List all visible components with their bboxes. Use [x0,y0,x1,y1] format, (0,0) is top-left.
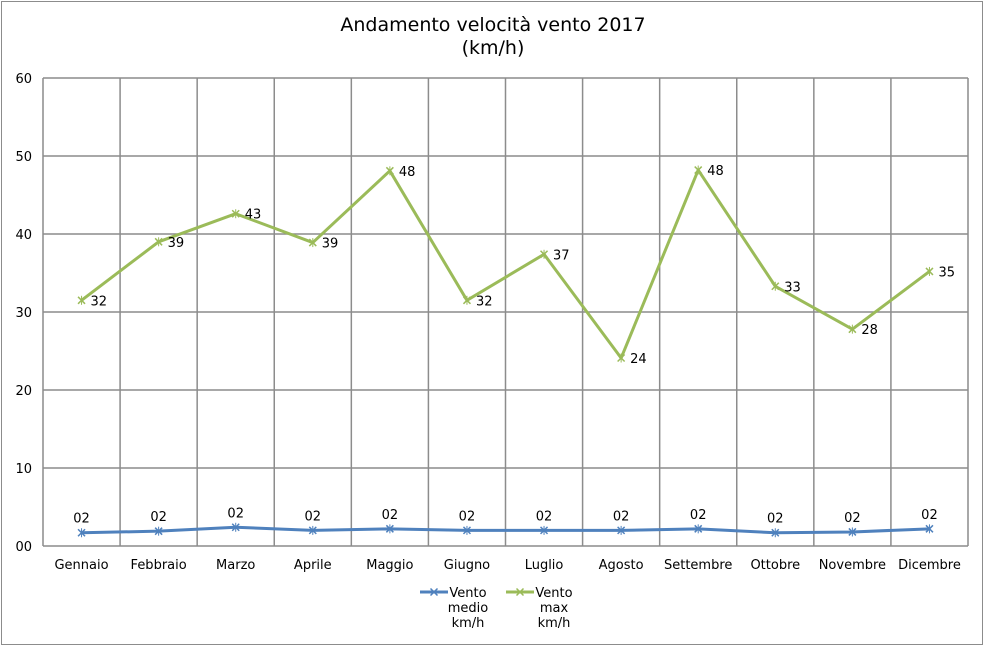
y-axis-ticks: 00 10 20 30 40 50 60 [15,72,32,555]
data-point [694,165,703,175]
data-point [77,528,86,538]
data-point [925,266,934,276]
legend-label: Vento max km/h [535,586,572,631]
data-label: 35 [938,265,955,280]
y-tick-label: 60 [15,72,32,87]
legend-label: Vento medio km/h [448,586,489,631]
data-point [771,528,780,538]
data-label: 24 [630,352,647,367]
data-point [154,526,163,536]
x-tick-label: Luglio [525,558,564,573]
data-point [308,238,317,248]
data-label: 32 [476,294,493,309]
data-label: 48 [399,165,416,180]
data-point [540,525,549,535]
data-label: 37 [553,248,570,263]
chart-subtitle: (km/h) [461,37,525,59]
x-tick-label: Dicembre [898,558,961,573]
legend-item: Vento max km/h [506,586,573,631]
x-tick-label: Ottobre [750,558,800,573]
data-point [694,524,703,534]
data-label: 39 [322,237,339,252]
x-tick-label: Giugno [444,558,490,573]
legend-label-line: max [540,601,569,616]
x-tick-label: Maggio [366,558,413,573]
data-label: 02 [382,508,399,523]
x-tick-label: Gennaio [54,558,108,573]
data-point [308,525,317,535]
data-point [617,525,626,535]
y-tick-label: 50 [15,150,32,165]
legend-label-line: km/h [452,616,485,631]
series-line [80,168,931,360]
chart-title-block: Andamento velocità vento 2017 (km/h) [0,14,986,60]
data-point [540,249,549,259]
data-label: 48 [707,164,724,179]
data-point [231,209,240,219]
data-label: 33 [784,280,801,295]
data-label: 02 [921,508,938,523]
data-point [462,525,471,535]
data-label: 02 [767,512,784,527]
data-point [925,524,934,534]
data-label: 02 [844,511,861,526]
legend-label-line: Vento [449,586,486,601]
x-tick-label: Aprile [294,558,332,573]
x-tick-label: Marzo [216,558,255,573]
y-tick-label: 00 [15,540,32,555]
x-tick-label: Novembre [819,558,886,573]
data-point [77,295,86,305]
x-axis-ticks: Gennaio Febbraio Marzo Aprile Maggio Giugno Lu… [54,558,960,573]
y-tick-label: 40 [15,228,32,243]
data-point [617,353,626,363]
data-label: 02 [305,509,322,524]
data-point [231,522,240,532]
data-point [771,281,780,291]
data-point [385,524,394,534]
data-point [385,166,394,176]
chart-title: Andamento velocità vento 2017 [340,14,646,36]
data-label: 02 [459,509,476,524]
data-label: 43 [245,208,262,223]
data-label: 02 [73,512,90,527]
x-tick-label: Agosto [599,558,644,573]
data-label: 32 [91,294,108,309]
series-layer: 02 02 02 02 02 02 02 02 02 02 02 02 32 39 43 39 48 32 37 24… [73,164,955,538]
legend-label-line: Vento [535,586,572,601]
data-label: 02 [227,506,244,521]
data-point [848,527,857,537]
x-tick-label: Settembre [664,558,732,573]
grid [42,77,969,547]
data-label: 02 [536,509,553,524]
data-point [462,295,471,305]
data-label: 02 [150,510,167,525]
data-label: 02 [690,508,707,523]
data-label: 39 [168,236,185,251]
legend-label-line: km/h [538,616,571,631]
legend-label-line: medio [448,601,489,616]
data-label: 02 [613,509,630,524]
data-point [154,237,163,247]
series-line [81,525,930,535]
y-tick-label: 30 [15,306,32,321]
legend-marker [515,587,525,597]
data-label: 28 [861,323,878,338]
y-tick-label: 20 [15,384,32,399]
x-tick-label: Febbraio [131,558,187,573]
y-tick-label: 10 [15,462,32,477]
legend-marker [429,587,439,597]
data-point [848,324,857,334]
legend-item: Vento medio km/h [420,586,488,631]
